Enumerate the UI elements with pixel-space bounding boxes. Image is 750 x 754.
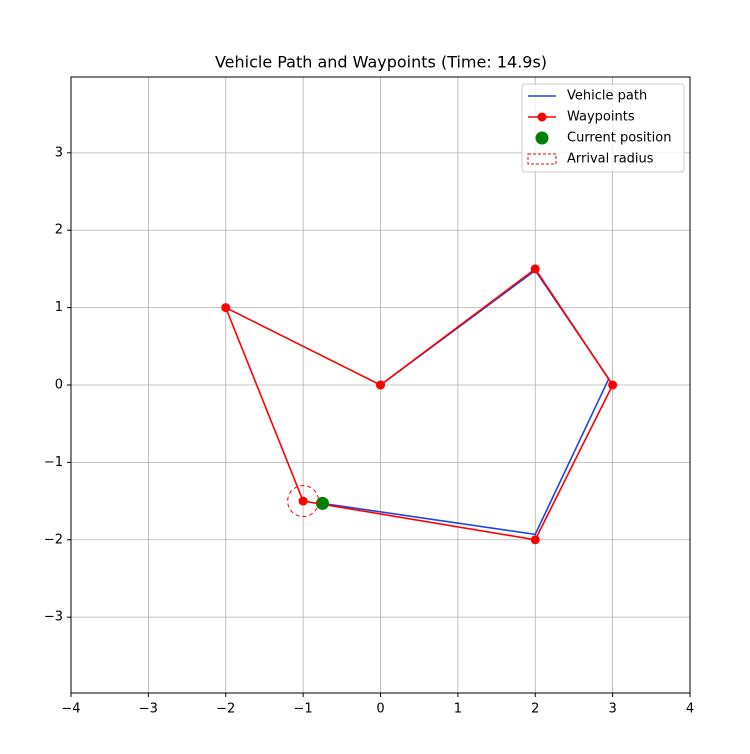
y-tick-label: 2	[55, 223, 63, 238]
x-tick-label: 0	[376, 702, 384, 717]
waypoint-marker	[221, 303, 231, 313]
waypoint-marker	[530, 264, 540, 274]
y-tick-label: −3	[44, 610, 63, 625]
legend-label: Vehicle path	[567, 89, 647, 104]
series-line	[322, 269, 610, 536]
waypoint-marker	[530, 535, 540, 545]
legend-box	[521, 83, 685, 173]
y-tick-label: −1	[44, 455, 63, 470]
chart-title: Vehicle Path and Waypoints (Time: 14.9s)	[215, 53, 547, 72]
x-tick-label: 2	[531, 702, 539, 717]
x-tick-label: 3	[608, 702, 616, 717]
waypoint-marker	[298, 496, 308, 506]
waypoint-marker	[376, 380, 385, 390]
legend-swatch	[535, 131, 549, 145]
legend-swatch	[537, 112, 547, 122]
y-tick-label: 3	[55, 145, 63, 160]
y-tick-label: −2	[44, 532, 63, 547]
legend-label: Current position	[567, 131, 671, 146]
legend-swatch	[527, 153, 557, 165]
current-position	[315, 496, 329, 510]
x-tick-label: 1	[454, 702, 462, 717]
series-line	[224, 267, 614, 541]
legend-label: Arrival radius	[567, 152, 654, 167]
y-tick-label: 1	[55, 300, 63, 315]
x-tick-label: 4	[686, 702, 694, 717]
x-tick-label: −2	[216, 702, 235, 717]
x-tick-label: −3	[139, 702, 158, 717]
waypoint-marker	[608, 380, 618, 390]
legend-label: Waypoints	[567, 110, 635, 125]
y-tick-label: 0	[55, 378, 63, 393]
arrival-radius	[287, 485, 320, 518]
plot-frame	[70, 76, 691, 694]
x-tick-label: −1	[294, 702, 313, 717]
x-tick-label: −4	[61, 702, 80, 717]
